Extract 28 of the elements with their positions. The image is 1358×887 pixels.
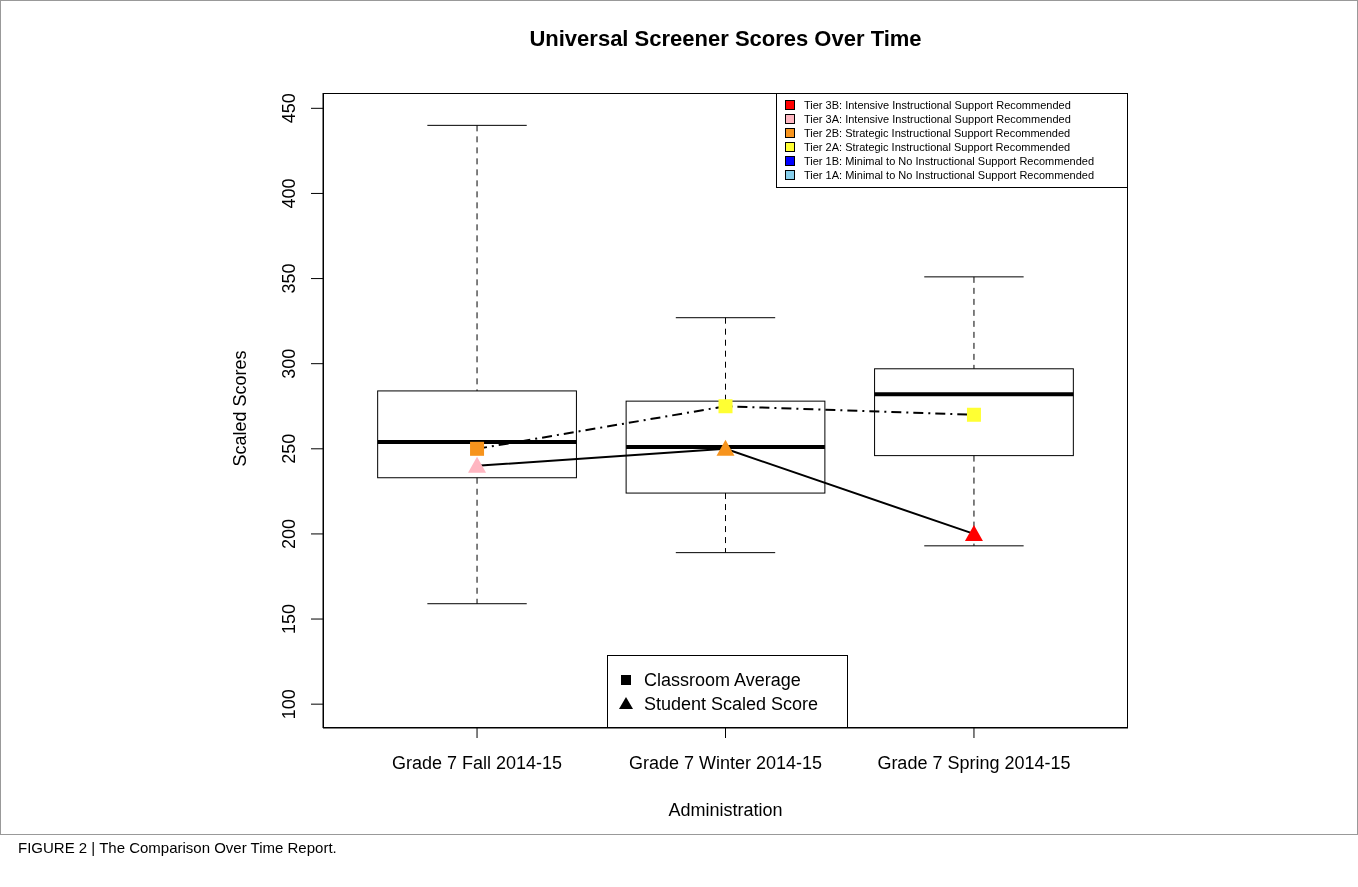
legend-label: Tier 1A: Minimal to No Instructional Support Recommended bbox=[804, 169, 1094, 181]
y-tick-label: 150 bbox=[279, 604, 299, 635]
legend-label: Classroom Average bbox=[644, 669, 801, 691]
x-axis-title: Administration bbox=[667, 800, 784, 821]
point bbox=[966, 407, 981, 422]
x-tick-label: Grade 7 Winter 2014-15 bbox=[628, 752, 823, 773]
y-tick-label: 200 bbox=[279, 518, 299, 549]
caption: FIGURE 2 | The Comparison Over Time Report. bbox=[18, 839, 337, 856]
legend-label: Tier 3B: Intensive Instructional Support Recommended bbox=[804, 99, 1071, 111]
point bbox=[468, 456, 487, 473]
x-tick-label: Grade 7 Spring 2014-15 bbox=[877, 752, 1071, 773]
y-tick-label: 400 bbox=[279, 178, 299, 209]
chart-title: Universal Screener Scores Over Time bbox=[528, 26, 923, 52]
point bbox=[716, 439, 735, 456]
legend-label: Tier 1B: Minimal to No Instructional Support Recommended bbox=[804, 155, 1094, 167]
legend-label: Tier 2B: Strategic Instructional Support Recommended bbox=[804, 127, 1071, 139]
y-tick-label: 350 bbox=[279, 263, 299, 294]
y-tick-label: 450 bbox=[279, 93, 299, 124]
point bbox=[964, 524, 983, 541]
legend-label: Student Scaled Score bbox=[644, 693, 819, 715]
legend-label: Tier 2A: Strategic Instructional Support Recommended bbox=[804, 141, 1071, 153]
legend-label: Tier 3A: Intensive Instructional Support Recommended bbox=[804, 113, 1071, 125]
y-tick-label: 100 bbox=[279, 689, 299, 720]
point bbox=[718, 399, 733, 414]
y-tick-label: 250 bbox=[279, 433, 299, 464]
y-tick-label: 300 bbox=[279, 348, 299, 379]
y-axis-title: Scaled Scores bbox=[229, 349, 251, 469]
x-tick-label: Grade 7 Fall 2014-15 bbox=[391, 752, 563, 773]
